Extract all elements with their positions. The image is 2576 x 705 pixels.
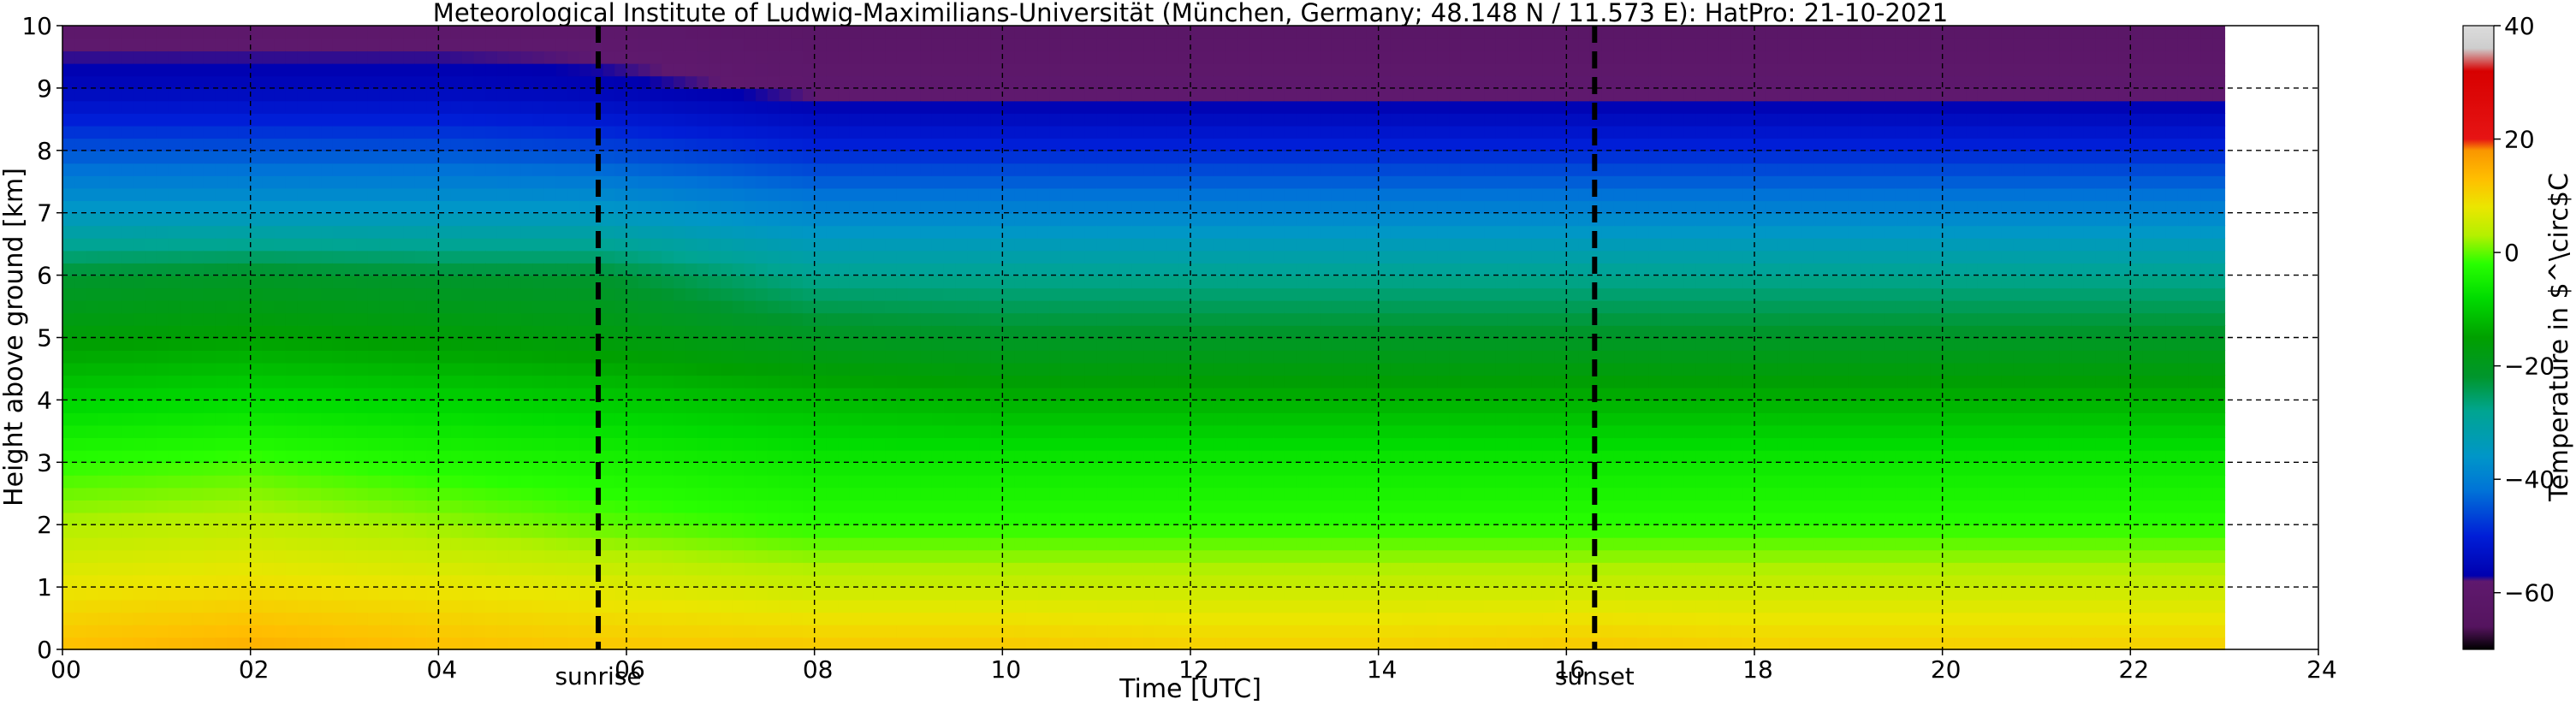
x-tick-label: 20 [1931, 655, 1962, 684]
sunrise-label: sunrise [555, 662, 641, 690]
colorbar-tick-label: 0 [2504, 239, 2520, 267]
x-axis-ticks: 00 02 04 06 08 10 12 14 16 18 20 22 24 [50, 649, 2337, 684]
y-tick-label: 4 [37, 386, 52, 414]
colorbar-tick-label: 20 [2504, 126, 2535, 154]
colorbar-tick-label: −40 [2504, 465, 2555, 494]
x-tick-label: 02 [239, 655, 270, 684]
colorbar-tick-label: 40 [2504, 12, 2535, 40]
y-tick-label: 8 [37, 137, 52, 165]
chart-title: Meteorological Institute of Ludwig-Maxim… [433, 0, 1948, 27]
sunset-label: sunset [1555, 662, 1635, 690]
x-tick-label: 12 [1178, 655, 1209, 684]
colorbar-tick-label: −60 [2504, 579, 2555, 607]
y-tick-label: 1 [37, 573, 52, 601]
y-tick-label: 5 [37, 324, 52, 352]
x-axis-label: Time [UTC] [1119, 674, 1261, 704]
y-tick-label: 3 [37, 448, 52, 477]
x-tick-label: 06 [614, 655, 645, 684]
y-axis-label: Height above ground [km] [0, 168, 29, 507]
sun-events: sunrise sunset [555, 26, 1635, 690]
x-tick-label: 10 [991, 655, 1022, 684]
y-tick-label: 6 [37, 262, 52, 290]
y-tick-label: 7 [37, 199, 52, 228]
x-tick-label: 24 [2306, 655, 2337, 684]
y-tick-label: 2 [37, 511, 52, 539]
y-tick-label: 9 [37, 74, 52, 103]
colorbar-ticks: 40 20 0 −20 −40 −60 [2494, 12, 2555, 607]
x-tick-label: 18 [1742, 655, 1773, 684]
colorbar: 40 20 0 −20 −40 −60 Temperature in $^\circ$C [2462, 12, 2574, 650]
y-axis-ticks: 0 1 2 3 4 5 6 7 8 9 10 [21, 12, 62, 664]
x-tick-label: 08 [803, 655, 834, 684]
colorbar-tick-label: −20 [2504, 352, 2555, 381]
x-tick-label: 00 [50, 655, 81, 684]
x-tick-label: 04 [427, 655, 458, 684]
y-tick-label: 0 [37, 636, 52, 664]
x-tick-label: 22 [2119, 655, 2150, 684]
grid [62, 26, 2318, 649]
colorbar-scale [2462, 25, 2495, 650]
x-tick-label: 14 [1367, 655, 1398, 684]
colorbar-label: Temperature in $^\circ$C [2544, 173, 2574, 502]
y-tick-label: 10 [21, 12, 52, 40]
x-tick-label: 16 [1555, 655, 1586, 684]
